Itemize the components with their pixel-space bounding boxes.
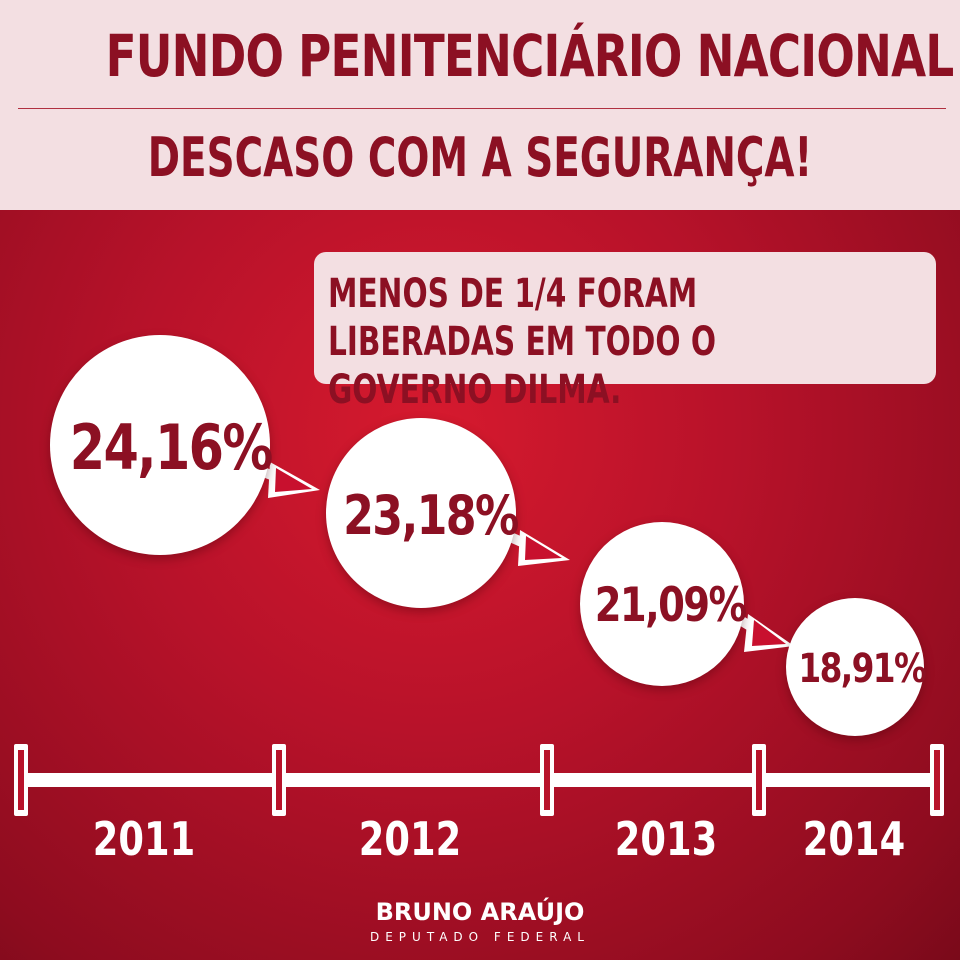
value-label-2012: 23,18% [343, 484, 519, 547]
note-box: MENOS DE 1/4 FORAM LIBERADAS EM TODO O G… [314, 252, 936, 413]
header-divider [18, 108, 946, 109]
brand-role: DEPUTADO FEDERAL [369, 930, 590, 944]
value-label-2011: 24,16% [69, 411, 274, 484]
timeline-bar [24, 773, 940, 787]
year-label-2013: 2013 [614, 812, 718, 866]
value-circle-2014: 18,91% [786, 598, 927, 736]
timeline-tick [752, 744, 766, 816]
brand-name: BRUNO ARAÚJO [375, 898, 585, 926]
timeline-tick [14, 744, 28, 816]
year-label-2012: 2012 [358, 812, 462, 866]
year-label-2014: 2014 [802, 812, 906, 866]
value-circle-2013: 21,09% [580, 522, 747, 686]
page-title: FUNDO PENITENCIÁRIO NACIONAL [105, 22, 955, 90]
value-label-2013: 21,09% [594, 578, 747, 633]
value-label-2014: 18,91% [798, 646, 926, 692]
timeline-tick [540, 744, 554, 816]
value-circle-2012: 23,18% [326, 418, 519, 608]
timeline [0, 740, 960, 820]
timeline-tick [272, 744, 286, 816]
note-text: MENOS DE 1/4 FORAM LIBERADAS EM TODO O G… [328, 271, 717, 413]
header-band: FUNDO PENITENCIÁRIO NACIONAL DESCASO COM… [0, 0, 960, 210]
year-label-2011: 2011 [92, 812, 196, 866]
value-circle-2011: 24,16% [50, 335, 274, 555]
timeline-tick [930, 744, 944, 816]
page-subtitle: DESCASO COM A SEGURANÇA! [147, 126, 813, 189]
arrow-2013-2014 [737, 614, 794, 652]
